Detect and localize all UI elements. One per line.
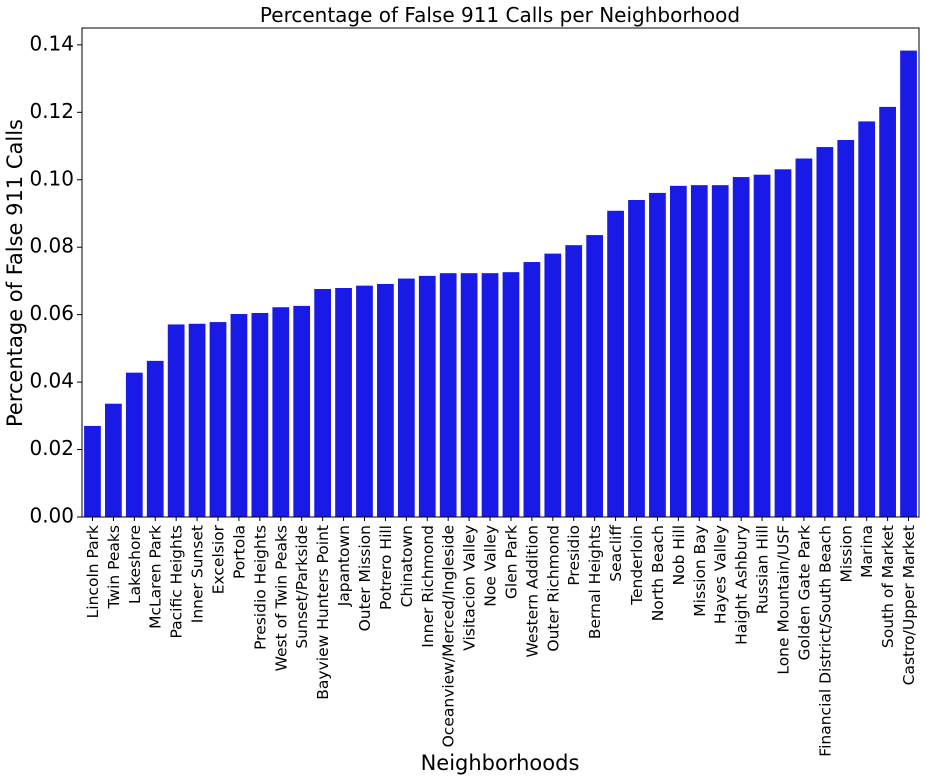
y-tick-label: 0.00 xyxy=(29,504,74,528)
bar xyxy=(732,177,750,517)
x-tick-label: Bernal Heights xyxy=(586,525,604,639)
x-tick-label: Lincoln Park xyxy=(84,525,102,618)
bars-group xyxy=(84,50,917,518)
x-tick-label: Outer Mission xyxy=(356,525,374,631)
x-tick-label: Bayview Hunters Point xyxy=(314,525,332,700)
bar xyxy=(837,139,855,517)
x-tick-label: Pacific Heights xyxy=(168,525,186,639)
bar xyxy=(439,273,457,517)
bar xyxy=(586,235,604,517)
bar xyxy=(607,210,624,517)
x-tick-label: Castro/Upper Market xyxy=(900,525,918,685)
bar xyxy=(523,262,541,517)
x-tick-label: Sunset/Parkside xyxy=(293,525,311,649)
x-axis-label: Neighborhoods xyxy=(421,751,580,775)
x-tick-label: Hayes Valley xyxy=(712,525,730,624)
x-tick-label: Portola xyxy=(230,525,248,579)
y-tick-label: 0.06 xyxy=(29,301,74,325)
bar xyxy=(167,324,185,517)
y-tick-label: 0.04 xyxy=(29,369,74,393)
x-tick-label: Presidio Heights xyxy=(251,525,269,650)
bar xyxy=(293,305,311,517)
bar xyxy=(711,185,729,517)
y-axis-ticks: 0.00 0.02 0.04 0.06 0.08 0.10 0.12 0.14 xyxy=(29,31,82,528)
x-tick-label: Outer Richmond xyxy=(544,525,562,652)
bar xyxy=(481,273,499,517)
bar xyxy=(544,253,562,518)
x-tick-label: Inner Richmond xyxy=(419,525,437,648)
x-tick-label: Lone Mountain/USF xyxy=(774,525,792,675)
y-tick-label: 0.02 xyxy=(29,436,74,460)
x-tick-label: Lakeshore xyxy=(126,525,144,604)
bar xyxy=(649,192,666,517)
bar xyxy=(669,185,687,517)
x-tick-label: Presidio xyxy=(565,525,583,586)
x-tick-label: Inner Sunset xyxy=(189,525,207,623)
x-tick-label: Chinatown xyxy=(398,525,416,607)
bar xyxy=(816,147,834,518)
bar xyxy=(230,313,248,517)
bar xyxy=(753,174,771,517)
y-axis-label: Percentage of False 911 Calls xyxy=(3,119,27,427)
bar xyxy=(628,199,645,518)
bar xyxy=(84,425,101,517)
bar xyxy=(879,106,896,517)
x-tick-label: Visitacion Valley xyxy=(461,525,479,651)
y-tick-label: 0.14 xyxy=(29,31,74,55)
x-tick-label: Nob Hill xyxy=(670,525,688,585)
x-tick-label: Russian Hill xyxy=(754,525,772,614)
y-tick-label: 0.08 xyxy=(29,234,74,258)
x-tick-label: North Beach xyxy=(649,525,667,621)
x-tick-label: Twin Peaks xyxy=(105,525,123,610)
x-tick-label: South of Market xyxy=(879,525,897,648)
x-tick-label: West of Twin Peaks xyxy=(272,525,290,671)
bar xyxy=(314,289,332,517)
x-tick-label: Mission xyxy=(837,525,855,582)
x-tick-label: Haight Ashbury xyxy=(733,525,751,645)
bar xyxy=(251,312,269,517)
plot-frame xyxy=(81,27,920,518)
bar xyxy=(795,158,813,517)
bar xyxy=(272,307,290,517)
bar xyxy=(377,283,394,517)
x-tick-label: Seacliff xyxy=(607,525,625,582)
x-tick-label: McLaren Park xyxy=(147,525,165,629)
bar xyxy=(900,50,917,517)
bar xyxy=(188,323,206,517)
x-tick-label: Japantown xyxy=(335,525,353,607)
bar xyxy=(209,322,227,517)
bar xyxy=(335,288,352,517)
bar xyxy=(690,185,708,517)
x-tick-label: Marina xyxy=(858,525,876,578)
y-tick-label: 0.12 xyxy=(29,99,74,123)
x-tick-label: Glen Park xyxy=(502,525,520,599)
y-tick-label: 0.10 xyxy=(29,166,74,190)
bar xyxy=(858,121,876,518)
x-tick-label: Potrero Hill xyxy=(377,525,395,610)
x-tick-label: Golden Gate Park xyxy=(795,525,813,660)
x-tick-label: Excelsior xyxy=(210,524,228,594)
bar xyxy=(418,275,436,517)
bar xyxy=(774,169,792,518)
chart-title: Percentage of False 911 Calls per Neighb… xyxy=(260,3,740,27)
x-tick-label: Oceanview/Merced/Ingleside xyxy=(440,525,458,747)
x-tick-label: Financial District/South Beach xyxy=(816,525,834,757)
bar xyxy=(125,372,143,517)
bar xyxy=(565,245,583,517)
bar xyxy=(397,278,415,517)
bar xyxy=(460,273,478,517)
x-tick-label: Mission Bay xyxy=(691,525,709,617)
x-tick-label: Western Addition xyxy=(523,525,541,658)
bar xyxy=(356,285,373,517)
x-tick-label: Noe Valley xyxy=(482,525,500,607)
bar xyxy=(105,403,122,517)
bar xyxy=(146,360,164,517)
x-tick-label: Tenderloin xyxy=(628,525,646,606)
x-axis-ticks: Lincoln Park Twin Peaks Lakeshore McLaren P… xyxy=(84,517,918,757)
bar xyxy=(502,272,520,517)
